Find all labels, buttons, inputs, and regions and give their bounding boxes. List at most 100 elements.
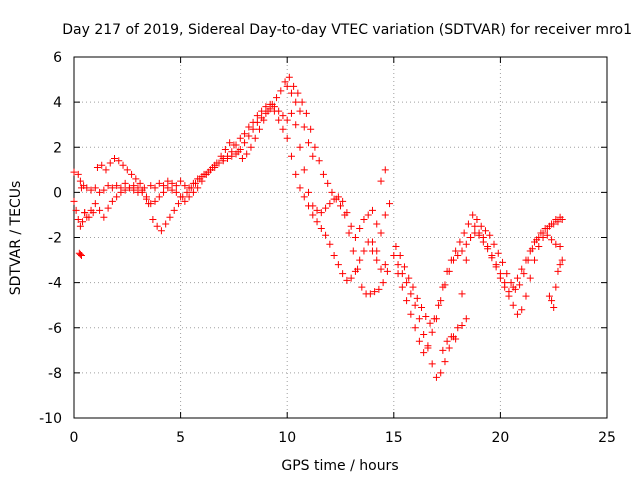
data-point bbox=[319, 170, 327, 178]
data-point bbox=[77, 252, 85, 260]
data-point bbox=[181, 182, 189, 190]
data-point bbox=[155, 193, 163, 201]
data-point bbox=[91, 184, 99, 192]
data-point bbox=[426, 319, 434, 327]
data-point bbox=[334, 261, 342, 269]
axis-ticks: 0 5 10 15 20 25 -10 -8 -6 -4 -2 0 2 4 6 bbox=[39, 50, 616, 446]
data-point bbox=[108, 197, 116, 205]
data-point bbox=[104, 182, 112, 190]
data-point bbox=[164, 177, 172, 185]
data-point bbox=[328, 188, 336, 196]
data-point bbox=[447, 333, 455, 341]
data-point bbox=[121, 179, 129, 187]
data-point bbox=[518, 306, 526, 314]
data-point bbox=[432, 315, 440, 323]
data-point bbox=[164, 184, 172, 192]
x-tick-label: 20 bbox=[491, 430, 509, 446]
data-point bbox=[471, 222, 479, 230]
data-point bbox=[437, 369, 445, 377]
data-point bbox=[360, 247, 368, 255]
data-point bbox=[153, 222, 161, 230]
data-point bbox=[296, 143, 304, 151]
data-point bbox=[415, 315, 423, 323]
data-point bbox=[435, 301, 443, 309]
data-point bbox=[347, 274, 355, 282]
data-point bbox=[351, 234, 359, 241]
data-point bbox=[281, 78, 289, 86]
y-tick-label: -4 bbox=[48, 276, 62, 292]
data-point bbox=[550, 220, 558, 228]
data-point bbox=[136, 179, 144, 187]
data-point bbox=[251, 134, 259, 142]
data-point bbox=[458, 321, 466, 329]
data-point bbox=[253, 112, 261, 120]
data-point bbox=[368, 238, 376, 246]
x-tick-label: 5 bbox=[176, 430, 185, 446]
data-point bbox=[556, 243, 564, 251]
data-point bbox=[494, 249, 502, 257]
data-point bbox=[349, 247, 357, 255]
data-point bbox=[373, 220, 381, 228]
data-point bbox=[213, 159, 221, 167]
data-point bbox=[300, 123, 308, 131]
data-point bbox=[373, 256, 381, 264]
data-point bbox=[326, 240, 334, 248]
data-point bbox=[313, 206, 321, 214]
data-point bbox=[520, 270, 528, 278]
data-point bbox=[400, 263, 408, 271]
data-point bbox=[354, 265, 362, 273]
data-point bbox=[224, 155, 232, 163]
data-point bbox=[394, 270, 402, 278]
data-point bbox=[432, 373, 440, 381]
data-point bbox=[93, 164, 101, 172]
data-point bbox=[275, 116, 283, 124]
data-point bbox=[356, 256, 364, 264]
data-point bbox=[428, 360, 436, 368]
data-point bbox=[469, 211, 477, 219]
data-point bbox=[337, 202, 344, 210]
data-point bbox=[456, 238, 464, 246]
data-point bbox=[368, 206, 376, 214]
data-point bbox=[192, 179, 200, 187]
data-point bbox=[460, 229, 468, 237]
data-point bbox=[315, 157, 323, 165]
data-point bbox=[554, 267, 562, 275]
data-point bbox=[125, 184, 133, 192]
data-point bbox=[366, 290, 374, 298]
data-point bbox=[481, 227, 489, 235]
data-point bbox=[74, 170, 82, 178]
data-point bbox=[151, 184, 159, 192]
y-tick-label: 4 bbox=[53, 95, 62, 111]
data-point bbox=[100, 213, 108, 221]
data-point bbox=[548, 297, 556, 305]
data-point bbox=[70, 197, 78, 205]
data-point bbox=[326, 200, 334, 208]
data-point bbox=[157, 227, 165, 235]
data-point bbox=[132, 175, 140, 183]
data-point bbox=[479, 238, 487, 246]
data-point bbox=[238, 155, 246, 163]
data-point bbox=[241, 139, 249, 147]
data-point bbox=[558, 215, 566, 223]
data-point bbox=[473, 215, 481, 223]
data-point bbox=[531, 256, 539, 264]
data-point bbox=[324, 179, 332, 187]
data-point bbox=[309, 211, 317, 219]
data-point bbox=[528, 245, 536, 253]
x-tick-label: 25 bbox=[598, 430, 616, 446]
data-point bbox=[298, 98, 306, 106]
data-point bbox=[443, 337, 451, 345]
data-point bbox=[458, 290, 466, 298]
data-point bbox=[413, 294, 421, 302]
data-point bbox=[287, 152, 295, 160]
data-point bbox=[484, 245, 492, 253]
data-point bbox=[305, 139, 313, 147]
data-point bbox=[113, 182, 121, 190]
data-point bbox=[311, 143, 319, 151]
y-tick-label: 0 bbox=[53, 185, 62, 201]
data-point bbox=[550, 303, 558, 311]
data-point bbox=[394, 261, 402, 269]
data-point bbox=[287, 109, 295, 117]
data-point bbox=[247, 143, 255, 151]
data-point bbox=[377, 265, 385, 273]
